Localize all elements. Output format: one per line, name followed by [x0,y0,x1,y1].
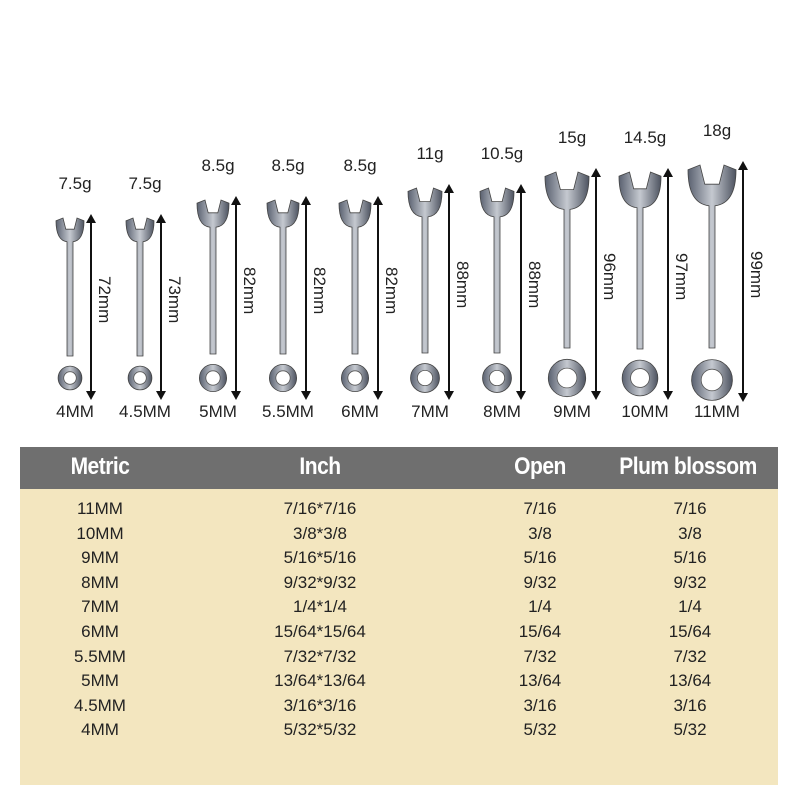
size-table: Metric Inch Open Plum blossom 11MM 7/16*7… [20,447,778,785]
table-cell: 3/8 [528,523,552,543]
length-label: 99mm [747,250,766,298]
table-cell: 13/64 [518,671,562,691]
length-arrow [444,184,454,400]
table-cell: 7/32*7/32 [283,646,357,666]
table-cell: 1/4*1/4 [293,597,347,617]
wrench-icon [544,171,590,398]
length-label: 82mm [310,267,329,315]
length-arrow [738,161,748,402]
table-cell: 7/32 [523,646,557,666]
wrench-icon [479,187,515,393]
size-label: 7MM [411,402,449,421]
weight-label: 8.5g [201,156,235,175]
table-cell: 15/64 [668,622,712,641]
table-cell: 5MM [81,671,119,691]
length-label: 73mm [165,276,184,324]
table-cell: 9/32*9/32 [283,572,357,592]
size-label: 5.5MM [262,402,314,421]
length-arrow [301,196,311,400]
wrench-icon [687,164,737,401]
length-arrow [231,196,241,400]
table-cell: 3/16*3/16 [283,695,357,715]
wrench-illustration: 72mm 7.5g 4MM 73mm 7.5g 4.5MM 82mm 8.5g 5MM 82… [55,121,766,421]
table-cell: 8MM [81,572,119,592]
table-cell: 9MM [81,548,119,568]
weight-label: 7.5g [128,174,162,193]
table-cell: 7/32 [673,646,707,666]
weight-label: 8.5g [271,156,305,175]
length-label: 82mm [240,267,259,315]
table-cell: 9/32 [523,572,557,592]
length-arrow [156,214,166,400]
table-cell: 5/16*5/16 [283,548,357,568]
weight-label: 14.5g [623,128,667,147]
length-arrow [663,168,673,400]
wrench-icon [618,171,662,397]
length-arrow [373,196,383,400]
table-header: Metric Inch Open Plum blossom [20,447,778,489]
table-cell: 3/8 [678,523,702,543]
size-label: 4.5MM [119,402,171,421]
wrench-icon [266,199,300,392]
table-cell: 3/8*3/8 [293,523,347,543]
header-open: Open [514,453,566,480]
length-label: 88mm [453,261,472,309]
table-cell: 5/32 [673,720,707,740]
table-cell: 4.5MM [74,695,126,715]
weight-label: 18g [702,121,732,140]
size-label: 11MM [694,402,740,421]
table-cell: 1/4 [528,597,552,617]
size-label: 5MM [199,402,237,421]
header-plum-blossom: Plum blossom [619,453,757,480]
size-label: 10MM [621,402,669,421]
table-cell: 15/64 [518,622,562,641]
header-metric: Metric [70,453,130,480]
weight-label: 11g [416,144,444,163]
length-arrow [516,184,526,400]
size-label: 4MM [56,402,94,421]
table-cell: 5/32*5/32 [283,720,357,740]
table-cell: 5/16 [523,548,557,568]
wrench-icon [407,187,443,393]
size-label: 9MM [553,402,591,421]
table-cell: 7/16 [523,499,557,518]
size-label: 6MM [341,402,379,421]
table-cell: 13/64 [668,671,712,691]
header-inch: Inch [299,453,341,480]
table-cell: 9/32 [673,572,707,592]
weight-label: 7.5g [58,174,92,193]
table-cell: 3/16 [523,695,557,715]
weight-label: 15g [557,128,587,147]
wrench-icon [55,217,85,391]
length-arrow [86,214,96,400]
table-cell: 5/32 [523,720,557,740]
table-cell: 3/16 [673,695,707,715]
table-cell: 13/64*13/64 [274,671,366,691]
table-cell: 6MM [81,622,119,641]
table-cell: 10MM [76,523,124,543]
wrench-icon [338,199,372,392]
table-cell: 5/16 [673,548,707,568]
table-cell: 1/4 [678,597,702,617]
table-cell: 7/16*7/16 [283,499,357,518]
size-label: 8MM [483,402,521,421]
wrench-icon [125,217,155,391]
table-cell: 7/16 [673,499,707,518]
table-cell: 11MM [77,499,123,518]
table-cell: 5.5MM [74,646,126,666]
length-label: 72mm [95,276,114,324]
table-cell: 4MM [81,720,119,740]
table-cell: 7MM [81,597,119,617]
length-label: 82mm [382,267,401,315]
weight-label: 8.5g [343,156,377,175]
wrench-icon [196,199,230,392]
length-arrow [591,168,601,400]
table-cell: 15/64*15/64 [274,622,366,641]
weight-label: 10.5g [480,144,524,163]
